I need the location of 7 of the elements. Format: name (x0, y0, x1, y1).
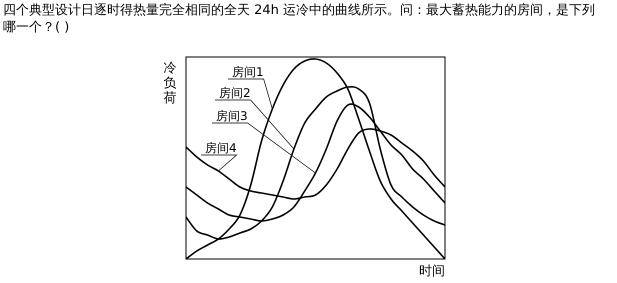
text: 房间2 (219, 86, 251, 100)
x-axis-title: 时间 (419, 264, 445, 279)
series-label: 房间4 (205, 141, 237, 155)
chart-title: 四个典型设计日逐时得热量完全相同的全天 24h 运冷中的曲线所示。问：最大蓄热能力的房间，是下列哪一个？( ) (3, 2, 596, 36)
y-axis-title: 冷负荷 (164, 61, 176, 106)
series-label: 房间1 (232, 65, 264, 79)
text: 房间3 (216, 109, 248, 123)
